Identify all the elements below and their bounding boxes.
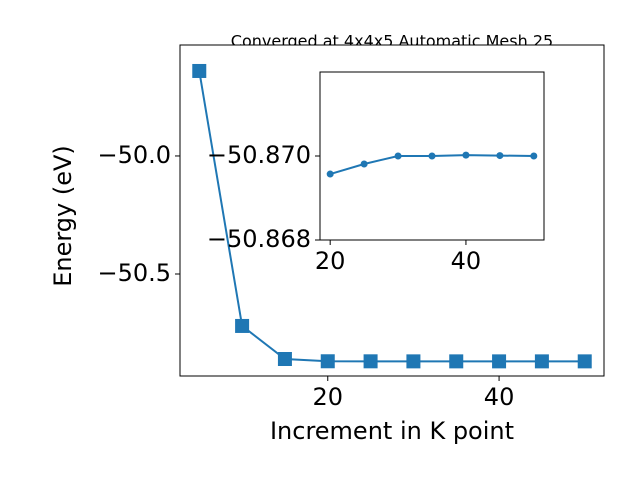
x-tick-label: 40: [451, 247, 482, 275]
data-point: [534, 354, 549, 369]
data-point: [530, 152, 538, 160]
axes-frame: [179, 44, 605, 377]
data-point: [326, 170, 334, 178]
y-tick-label: −50.868: [207, 225, 311, 253]
data-point: [360, 160, 368, 168]
data-point: [394, 152, 402, 160]
data-point: [363, 354, 378, 369]
data-point: [406, 354, 421, 369]
x-tick-label: 20: [315, 247, 346, 275]
data-point: [235, 318, 250, 333]
x-tick-label: 20: [312, 383, 343, 411]
x-axis-label: Increment in K point: [270, 417, 514, 445]
data-point: [428, 152, 436, 160]
y-tick-label: −50.870: [207, 141, 311, 169]
data-point: [462, 151, 470, 159]
data-point: [277, 352, 292, 367]
data-point: [449, 354, 464, 369]
y-tick-label: −50.0: [97, 141, 171, 169]
y-axis-label: Energy (eV): [49, 145, 77, 287]
series-line: [198, 70, 585, 363]
data-point: [320, 354, 335, 369]
data-point: [496, 152, 504, 160]
x-tick-label: 40: [484, 383, 515, 411]
data-point: [492, 354, 507, 369]
axes-frame: [319, 71, 545, 241]
y-tick-label: −50.5: [97, 259, 171, 287]
data-point: [577, 354, 592, 369]
data-point: [192, 63, 207, 78]
